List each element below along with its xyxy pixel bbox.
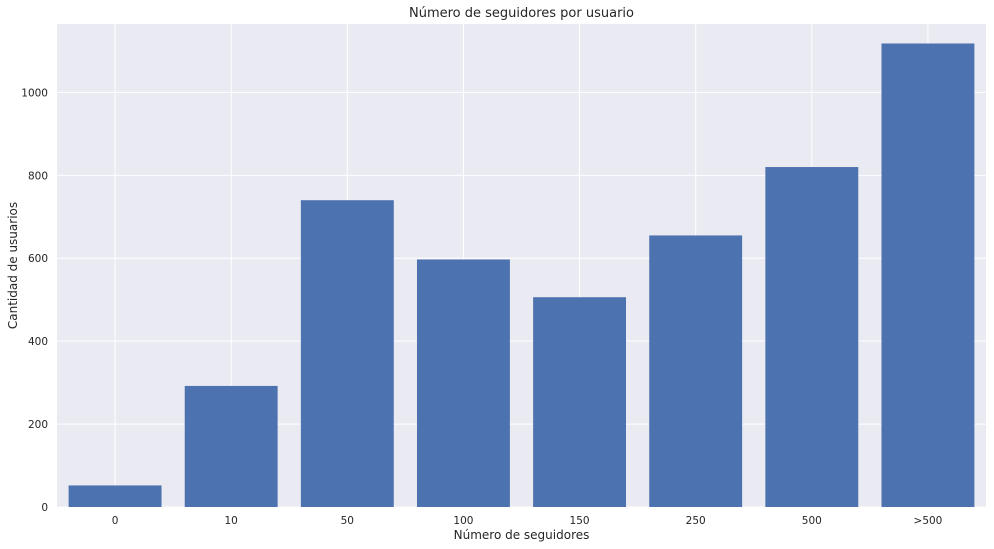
x-axis-ticks: 0 10 50 100 150 250 500 >500 [112, 515, 943, 527]
bar [649, 235, 743, 507]
y-tick-label: 1000 [21, 87, 48, 99]
x-tick-label: >500 [914, 515, 943, 527]
y-tick-label: 200 [28, 419, 48, 431]
x-axis-label: Número de seguidores [454, 528, 590, 542]
bars [68, 43, 975, 507]
x-tick-label: 500 [802, 515, 822, 527]
y-tick-label: 600 [28, 253, 48, 265]
bar [300, 200, 394, 507]
x-tick-label: 0 [112, 515, 119, 527]
bar [881, 43, 975, 507]
y-tick-label: 0 [41, 502, 48, 514]
x-tick-label: 10 [225, 515, 238, 527]
x-tick-label: 100 [453, 515, 473, 527]
bar [68, 485, 162, 507]
bar [184, 385, 278, 507]
bar [765, 167, 859, 507]
x-tick-label: 50 [341, 515, 354, 527]
y-axis-ticks: 0 200 400 600 800 1000 [21, 87, 48, 514]
chart-title: Número de seguidores por usuario [409, 6, 634, 21]
bar [416, 259, 510, 507]
y-tick-label: 800 [28, 170, 48, 182]
bar [533, 297, 627, 507]
x-tick-label: 150 [570, 515, 590, 527]
x-tick-label: 250 [686, 515, 706, 527]
y-axis-label: Cantidad de usuarios [6, 202, 20, 329]
y-tick-label: 400 [28, 336, 48, 348]
